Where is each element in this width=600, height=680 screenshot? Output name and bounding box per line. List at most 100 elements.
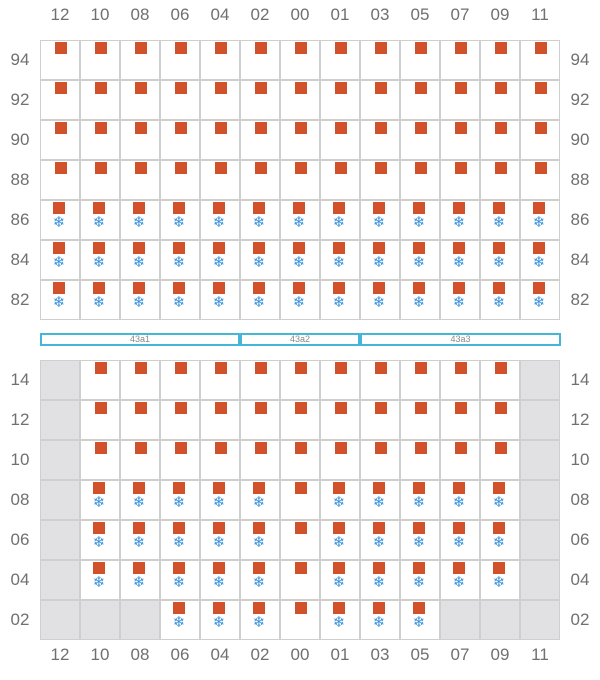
hold-slot[interactable] (360, 360, 400, 400)
container-box (375, 442, 387, 454)
container-box (215, 402, 227, 414)
tier-label-right: 90 (570, 130, 590, 149)
tier-label-right: 82 (570, 290, 590, 309)
deck-slot[interactable] (480, 240, 520, 280)
reefer-container-box (53, 202, 65, 214)
reefer-container-box (493, 522, 505, 534)
reefer-container-box (253, 242, 265, 254)
container-box (255, 122, 267, 134)
hold-slot[interactable] (280, 480, 320, 520)
container-box (135, 402, 147, 414)
bay-label-bottom: 05 (410, 645, 430, 664)
bay-label-bottom: 06 (170, 645, 190, 664)
snowflake-icon: ❄ (92, 253, 106, 271)
reefer-container-box (133, 202, 145, 214)
hold-slot (520, 560, 560, 600)
container-box (375, 82, 387, 94)
container-box (295, 442, 307, 454)
reefer-container-box (413, 562, 425, 574)
snowflake-icon: ❄ (92, 573, 106, 591)
hold-slot[interactable] (360, 560, 400, 600)
hold-slot[interactable] (400, 480, 440, 520)
snowflake-icon: ❄ (252, 213, 266, 231)
hold-slot[interactable] (200, 440, 240, 480)
reefer-container-box (213, 242, 225, 254)
tier-label-right: 10 (570, 450, 590, 469)
container-box (175, 162, 187, 174)
reefer-container-box (173, 482, 185, 494)
snowflake-icon: ❄ (412, 613, 426, 631)
snowflake-icon: ❄ (492, 253, 506, 271)
deck-slot[interactable] (480, 160, 520, 200)
container-box (375, 42, 387, 54)
hold-slot (40, 480, 80, 520)
container-box (295, 482, 307, 494)
deck-slot[interactable] (400, 40, 440, 80)
bay-label-top: 11 (531, 5, 549, 24)
deck-slot[interactable] (440, 40, 480, 80)
snowflake-icon: ❄ (92, 533, 106, 551)
bay-label-top: 03 (370, 5, 390, 24)
snowflake-icon: ❄ (412, 293, 426, 311)
snowflake-icon: ❄ (452, 573, 466, 591)
hold-slot (40, 600, 80, 640)
hold-slot[interactable] (480, 480, 520, 520)
reefer-container-box (213, 522, 225, 534)
deck-slot[interactable] (80, 80, 120, 120)
bay-label-top: 12 (50, 5, 70, 24)
hold-slot[interactable] (320, 480, 360, 520)
reefer-container-box (213, 482, 225, 494)
container-box (215, 362, 227, 374)
hold-slot (40, 400, 80, 440)
reefer-container-box (213, 602, 225, 614)
reefer-container-box (493, 242, 505, 254)
snowflake-icon: ❄ (412, 573, 426, 591)
reefer-container-box (533, 242, 545, 254)
reefer-container-box (213, 202, 225, 214)
snowflake-icon: ❄ (372, 253, 386, 271)
tier-label-right: 94 (570, 50, 590, 69)
reefer-container-box (93, 242, 105, 254)
reefer-container-box (253, 562, 265, 574)
hold-slot (40, 360, 80, 400)
reefer-container-box (93, 562, 105, 574)
snowflake-icon: ❄ (372, 533, 386, 551)
reefer-container-box (493, 562, 505, 574)
container-box (95, 122, 107, 134)
container-box (375, 122, 387, 134)
hold-slot[interactable] (240, 480, 280, 520)
hatch-cover-label: 43a2 (289, 334, 311, 344)
container-box (455, 162, 467, 174)
deck-slot[interactable] (440, 200, 480, 240)
reefer-container-box (453, 282, 465, 294)
hatch-cover[interactable]: 43a3 (360, 333, 561, 346)
deck-slot[interactable] (520, 160, 560, 200)
snowflake-icon: ❄ (252, 533, 266, 551)
reefer-container-box (173, 522, 185, 534)
reefer-container-box (333, 602, 345, 614)
bay-label-top: 07 (450, 5, 470, 24)
reefer-container-box (333, 522, 345, 534)
reefer-container-box (173, 242, 185, 254)
snowflake-icon: ❄ (212, 493, 226, 511)
tier-label-left: 88 (10, 170, 30, 189)
snowflake-icon: ❄ (212, 213, 226, 231)
hatch-cover[interactable]: 43a1 (40, 333, 240, 346)
hatch-cover[interactable]: 43a2 (240, 333, 360, 346)
deck-slot[interactable] (160, 40, 200, 80)
hold-slot[interactable] (160, 600, 200, 640)
tier-label-left: 84 (10, 250, 30, 269)
snowflake-icon: ❄ (332, 293, 346, 311)
tier-label-right: 88 (570, 170, 590, 189)
reefer-container-box (373, 242, 385, 254)
reefer-container-box (533, 202, 545, 214)
bay-label-top: 02 (250, 5, 270, 24)
reefer-container-box (413, 242, 425, 254)
container-box (255, 442, 267, 454)
hold-slot[interactable] (320, 360, 360, 400)
snowflake-icon: ❄ (452, 533, 466, 551)
container-box (295, 522, 307, 534)
deck-slot[interactable] (240, 80, 280, 120)
deck-slot[interactable] (360, 120, 400, 160)
reefer-container-box (493, 282, 505, 294)
